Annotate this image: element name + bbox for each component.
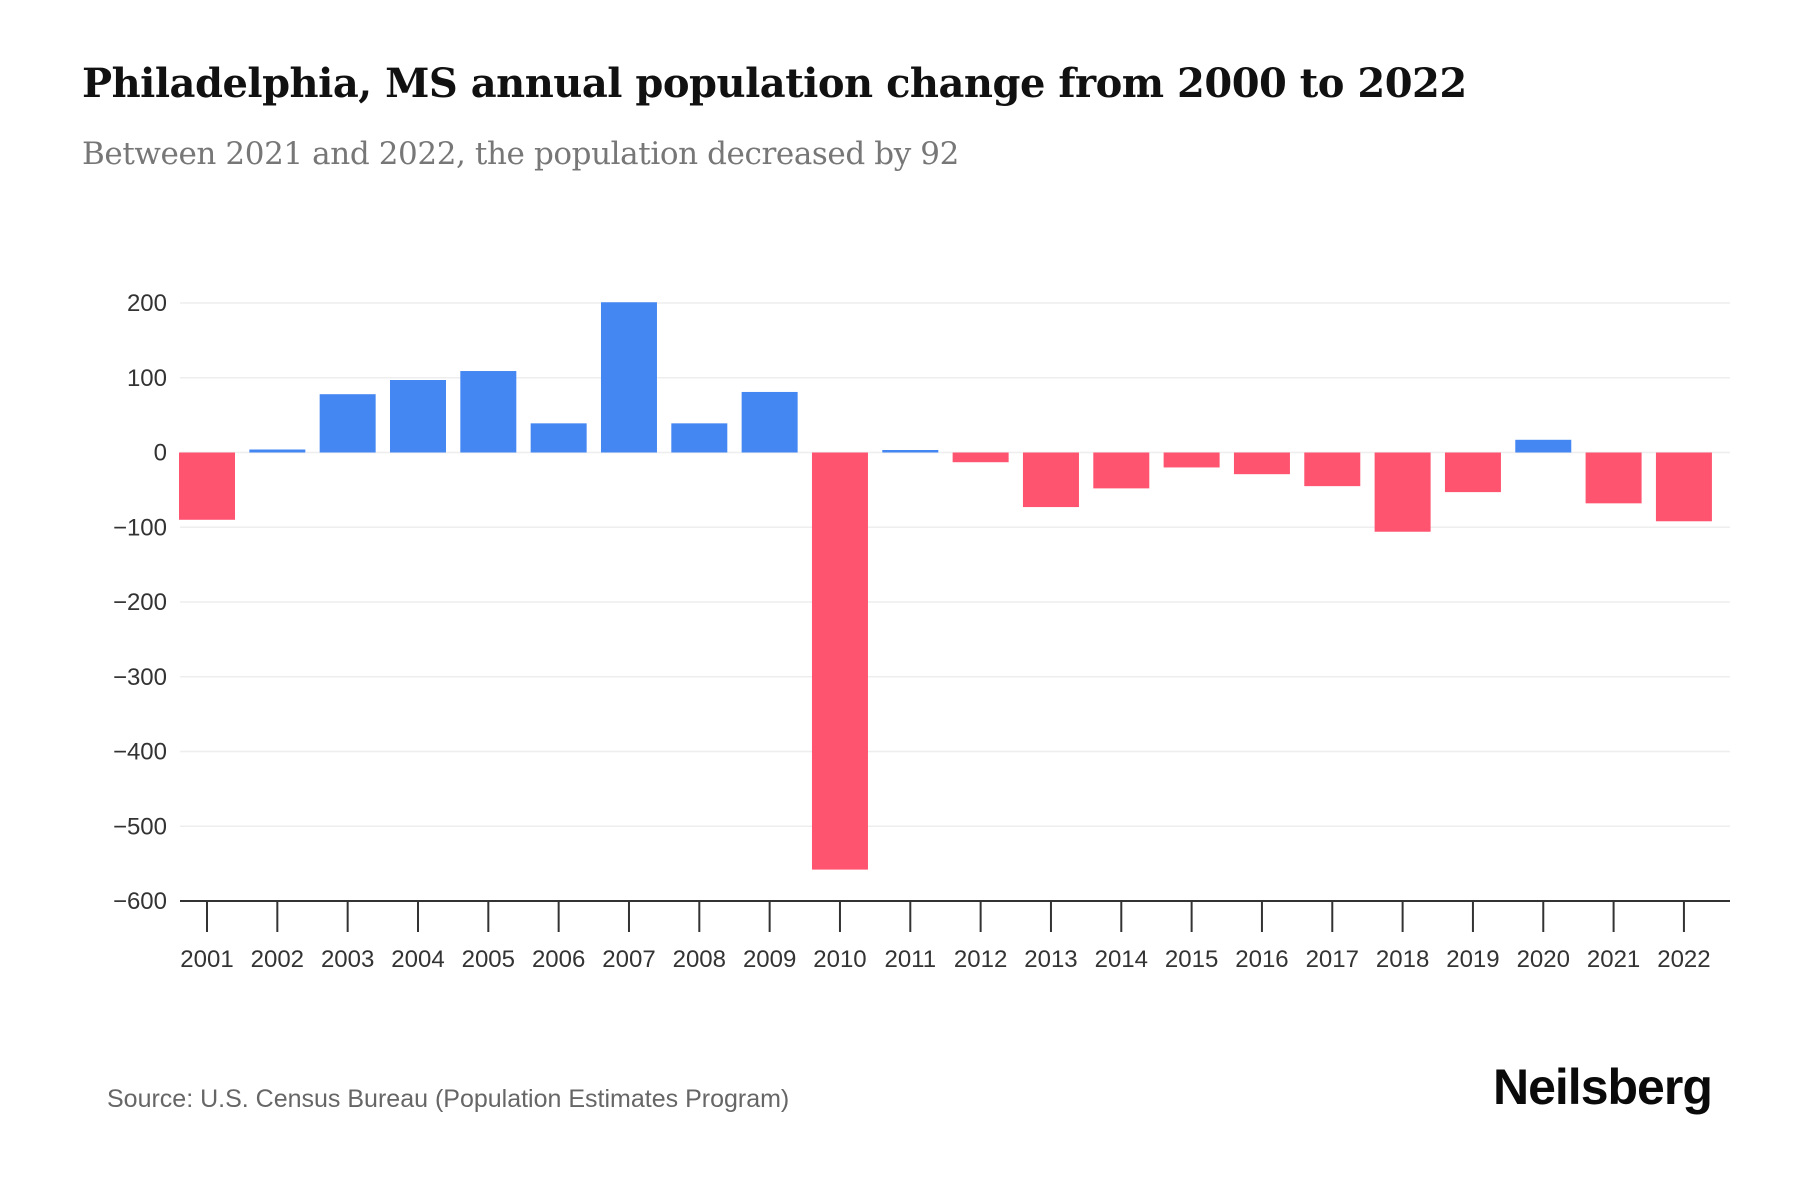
brand-logo: Neilsberg <box>1493 1059 1713 1115</box>
y-tick-label: 0 <box>154 440 167 467</box>
x-tick-label: 2009 <box>743 946 796 973</box>
bar-2005 <box>460 371 517 453</box>
y-tick-label: −100 <box>113 514 167 541</box>
y-tick-label: −200 <box>113 589 167 616</box>
y-tick-label: 200 <box>127 290 167 317</box>
x-tick-label: 2003 <box>321 946 374 973</box>
x-axis-tick-labels: 2001 2002 2003 2004 2005 2006 2007 2008 2009 2010… <box>180 946 1710 973</box>
bar-2006 <box>530 423 587 453</box>
x-tick-label: 2017 <box>1306 946 1359 973</box>
bar-2007 <box>600 302 657 453</box>
bar-2021 <box>1585 452 1642 504</box>
bar-2015 <box>1163 452 1220 468</box>
x-tick-label: 2020 <box>1517 946 1570 973</box>
bar-2003 <box>319 394 376 453</box>
x-tick-label: 2016 <box>1235 946 1288 973</box>
y-tick-label: −300 <box>113 664 167 691</box>
x-tick-label: 2012 <box>954 946 1007 973</box>
x-tick-label: 2004 <box>391 946 444 973</box>
x-tick-label: 2022 <box>1657 946 1710 973</box>
bar-chart: 200 100 0 −100 −200 −300 −400 −500 −600 2001 2002… <box>113 290 1730 973</box>
bar-2020 <box>1515 439 1572 453</box>
x-tick-label: 2018 <box>1376 946 1429 973</box>
bar-2008 <box>671 423 728 453</box>
bar-2019 <box>1444 452 1501 493</box>
x-tick-label: 2008 <box>673 946 726 973</box>
bar-2009 <box>741 391 798 453</box>
x-tick-label: 2015 <box>1165 946 1218 973</box>
x-tick-label: 2011 <box>884 946 936 973</box>
chart-title: Philadelphia, MS annual population chang… <box>82 60 1467 107</box>
y-tick-label: −500 <box>113 813 167 840</box>
bar-2012 <box>952 452 1009 463</box>
y-tick-label: −600 <box>113 888 167 915</box>
x-axis <box>180 900 1730 932</box>
x-tick-label: 2021 <box>1587 946 1640 973</box>
bar-2001 <box>179 452 235 520</box>
bar-2011 <box>882 450 939 453</box>
bar-2022 <box>1655 452 1712 522</box>
bar-2014 <box>1093 452 1150 489</box>
x-tick-label: 2001 <box>180 946 233 973</box>
bar-2013 <box>1022 452 1079 508</box>
x-tick-label: 2014 <box>1095 946 1148 973</box>
x-tick-label: 2002 <box>251 946 304 973</box>
x-tick-label: 2006 <box>532 946 585 973</box>
bar-2010 <box>811 452 868 870</box>
bar-2018 <box>1374 452 1431 532</box>
chart-subtitle: Between 2021 and 2022, the population de… <box>82 136 959 172</box>
x-tick-label: 2019 <box>1446 946 1499 973</box>
bar-2016 <box>1233 452 1290 475</box>
bar-2004 <box>389 379 446 453</box>
source-note: Source: U.S. Census Bureau (Population E… <box>107 1085 790 1113</box>
x-tick-label: 2010 <box>813 946 866 973</box>
x-tick-label: 2007 <box>602 946 655 973</box>
bar-2002 <box>249 449 306 453</box>
bars <box>179 302 1712 870</box>
x-tick-label: 2013 <box>1024 946 1077 973</box>
bar-2017 <box>1304 452 1361 487</box>
y-tick-label: −400 <box>113 739 167 766</box>
y-axis-tick-labels: 200 100 0 −100 −200 −300 −400 −500 −600 <box>113 290 167 915</box>
y-tick-label: 100 <box>127 365 167 392</box>
x-tick-label: 2005 <box>462 946 515 973</box>
